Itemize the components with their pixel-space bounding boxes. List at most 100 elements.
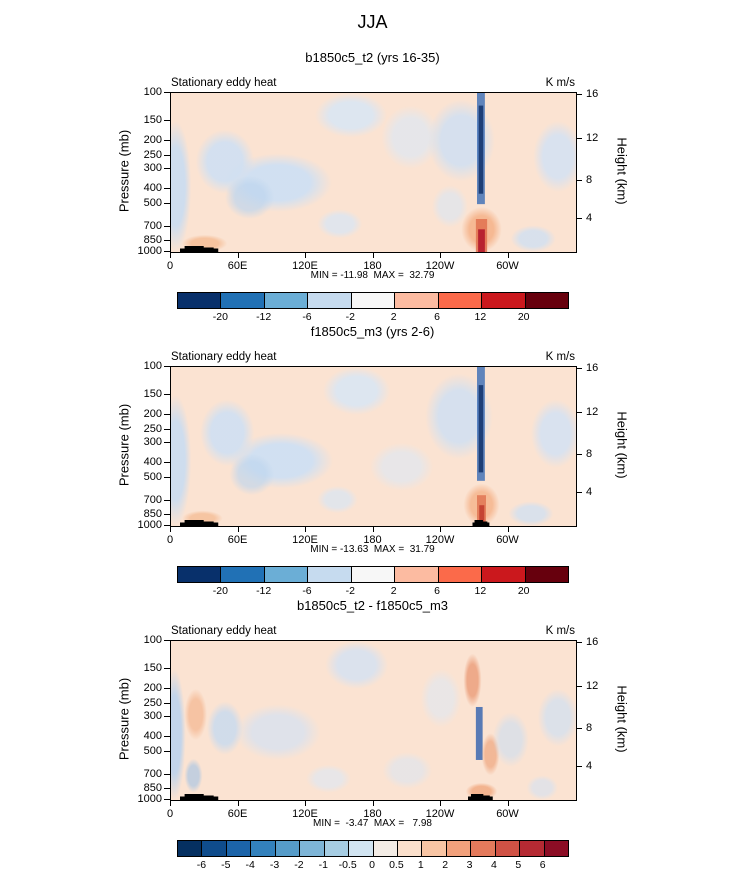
colorbar-label: -4 [245, 859, 255, 871]
colorbar-label: 6 [434, 585, 440, 597]
pressure-tick-label: 700 [143, 768, 162, 781]
longitude-tick-label: 60W [496, 534, 519, 546]
pressure-tick-mark [164, 251, 170, 252]
axis-ticks-layer: 100 150 200 250 300 400 500 700 850 1000 16 12 8 4 0 60… [0, 324, 733, 599]
pressure-tick-label: 100 [143, 360, 162, 372]
panel-difference: b1850c5_t2 - f1850c5_m3 Stationary eddy … [0, 598, 733, 873]
pressure-tick-label: 400 [143, 181, 162, 194]
pressure-tick-mark [164, 787, 170, 789]
colorbar-segment [494, 841, 520, 856]
colorbar-label: 4 [490, 859, 497, 871]
pressure-tick-mark [164, 751, 170, 753]
pressure-tick-label: 1000 [137, 519, 162, 531]
colorbar-segment [348, 841, 373, 856]
height-tick-mark [576, 685, 582, 687]
colorbar-segment [437, 293, 482, 308]
height-tick-label: 4 [586, 211, 593, 224]
colorbar-segment [394, 293, 438, 308]
pressure-tick-label: 100 [143, 634, 162, 646]
colorbar [177, 840, 569, 857]
colorbar-label: 6 [539, 859, 546, 871]
panel-title: b1850c5_t2 - f1850c5_m3 [296, 598, 449, 613]
minmax-label: MIN = -3.47 MAX = 7.98 [313, 818, 432, 829]
colorbar-segment [421, 841, 446, 856]
pressure-tick-label: 200 [143, 681, 162, 694]
minmax-label: MIN = -13.63 MAX = 31.79 [310, 544, 435, 555]
colorbar-segment [350, 567, 395, 582]
height-tick-mark [576, 411, 582, 413]
colorbar-label: -20 [212, 585, 228, 597]
panel-b1850c5-t2: b1850c5_t2 (yrs 16-35) Stationary eddy h… [0, 50, 733, 325]
pressure-tick-mark [164, 667, 170, 669]
height-tick-label: 8 [586, 447, 593, 460]
colorbar-label: -5 [221, 859, 231, 871]
pressure-tick-label: 1000 [137, 793, 162, 805]
longitude-tick-mark [170, 253, 171, 258]
longitude-tick-mark [305, 527, 306, 532]
longitude-tick-label: 180 [363, 808, 382, 820]
panel-f1850c5-m3: f1850c5_m3 (yrs 2-6) Stationary eddy hea… [0, 324, 733, 599]
longitude-tick-label: 120E [292, 808, 318, 820]
height-tick-label: 4 [586, 759, 593, 772]
colorbar-segment [250, 841, 275, 856]
height-tick-mark [576, 642, 582, 644]
longitude-tick-mark [237, 801, 239, 806]
longitude-tick-mark [507, 527, 509, 532]
colorbar-label: 12 [474, 585, 487, 597]
contour-field-canvas [171, 93, 576, 252]
pressure-tick-label: 300 [143, 435, 162, 448]
panel-title: b1850c5_t2 (yrs 16-35) [305, 50, 440, 65]
colorbar-labels: -20 -12 -6 -2 2 6 12 20 [177, 585, 567, 598]
colorbar-segment [274, 841, 300, 856]
longitude-tick-label: 120E [292, 260, 318, 272]
longitude-tick-label: 60W [496, 260, 519, 272]
pressure-tick-mark [164, 155, 170, 157]
height-tick-mark [576, 137, 582, 139]
colorbar-label: 6 [434, 311, 440, 323]
colorbar-segment [225, 841, 251, 856]
colorbar-segment [524, 567, 568, 582]
colorbar-label: 0.5 [389, 859, 404, 871]
longitude-tick-label: 60E [227, 534, 248, 546]
colorbar-segment [543, 841, 568, 856]
panel-title: f1850c5_m3 (yrs 2-6) [310, 324, 435, 339]
height-tick-label: 12 [586, 405, 599, 418]
field-label: Stationary eddy heat [171, 625, 277, 637]
pressure-tick-mark [164, 413, 170, 415]
height-tick-label: 12 [586, 131, 599, 144]
figure-title: JJA [357, 12, 388, 32]
longitude-tick-label: 0 [166, 534, 174, 546]
pressure-tick-mark [164, 429, 170, 431]
pressure-tick-label: 150 [143, 661, 162, 674]
colorbar-segment [394, 567, 438, 582]
colorbar-label: 1 [417, 859, 424, 871]
pressure-tick-mark [164, 500, 170, 502]
colorbar-label: -20 [212, 311, 228, 323]
colorbar-segment [445, 841, 471, 856]
pressure-tick-mark [164, 640, 170, 641]
pressure-tick-label: 500 [143, 471, 162, 484]
longitude-tick-mark [440, 527, 441, 532]
longitude-tick-mark [507, 253, 509, 258]
pressure-tick-label: 250 [143, 697, 162, 710]
longitude-tick-mark [170, 801, 171, 806]
height-tick-mark [576, 727, 582, 729]
colorbar-label: -2 [294, 859, 304, 871]
pressure-tick-label: 250 [143, 423, 162, 436]
colorbar-label: 20 [517, 311, 530, 323]
pressure-tick-label: 850 [143, 507, 162, 520]
units-label: K m/s [545, 77, 575, 89]
pressure-tick-label: 500 [143, 745, 162, 758]
pressure-tick-mark [164, 525, 170, 526]
longitude-tick-label: 60W [496, 808, 519, 820]
colorbar [177, 566, 569, 583]
longitude-tick-mark [305, 801, 306, 806]
colorbar [177, 292, 569, 309]
colorbar-segment [263, 293, 308, 308]
units-label: K m/s [545, 351, 575, 363]
colorbar-segment [437, 567, 482, 582]
colorbar-segment [524, 293, 568, 308]
height-tick-label: 16 [586, 636, 599, 649]
colorbar-segment [307, 567, 351, 582]
longitude-tick-label: 120W [425, 260, 455, 272]
